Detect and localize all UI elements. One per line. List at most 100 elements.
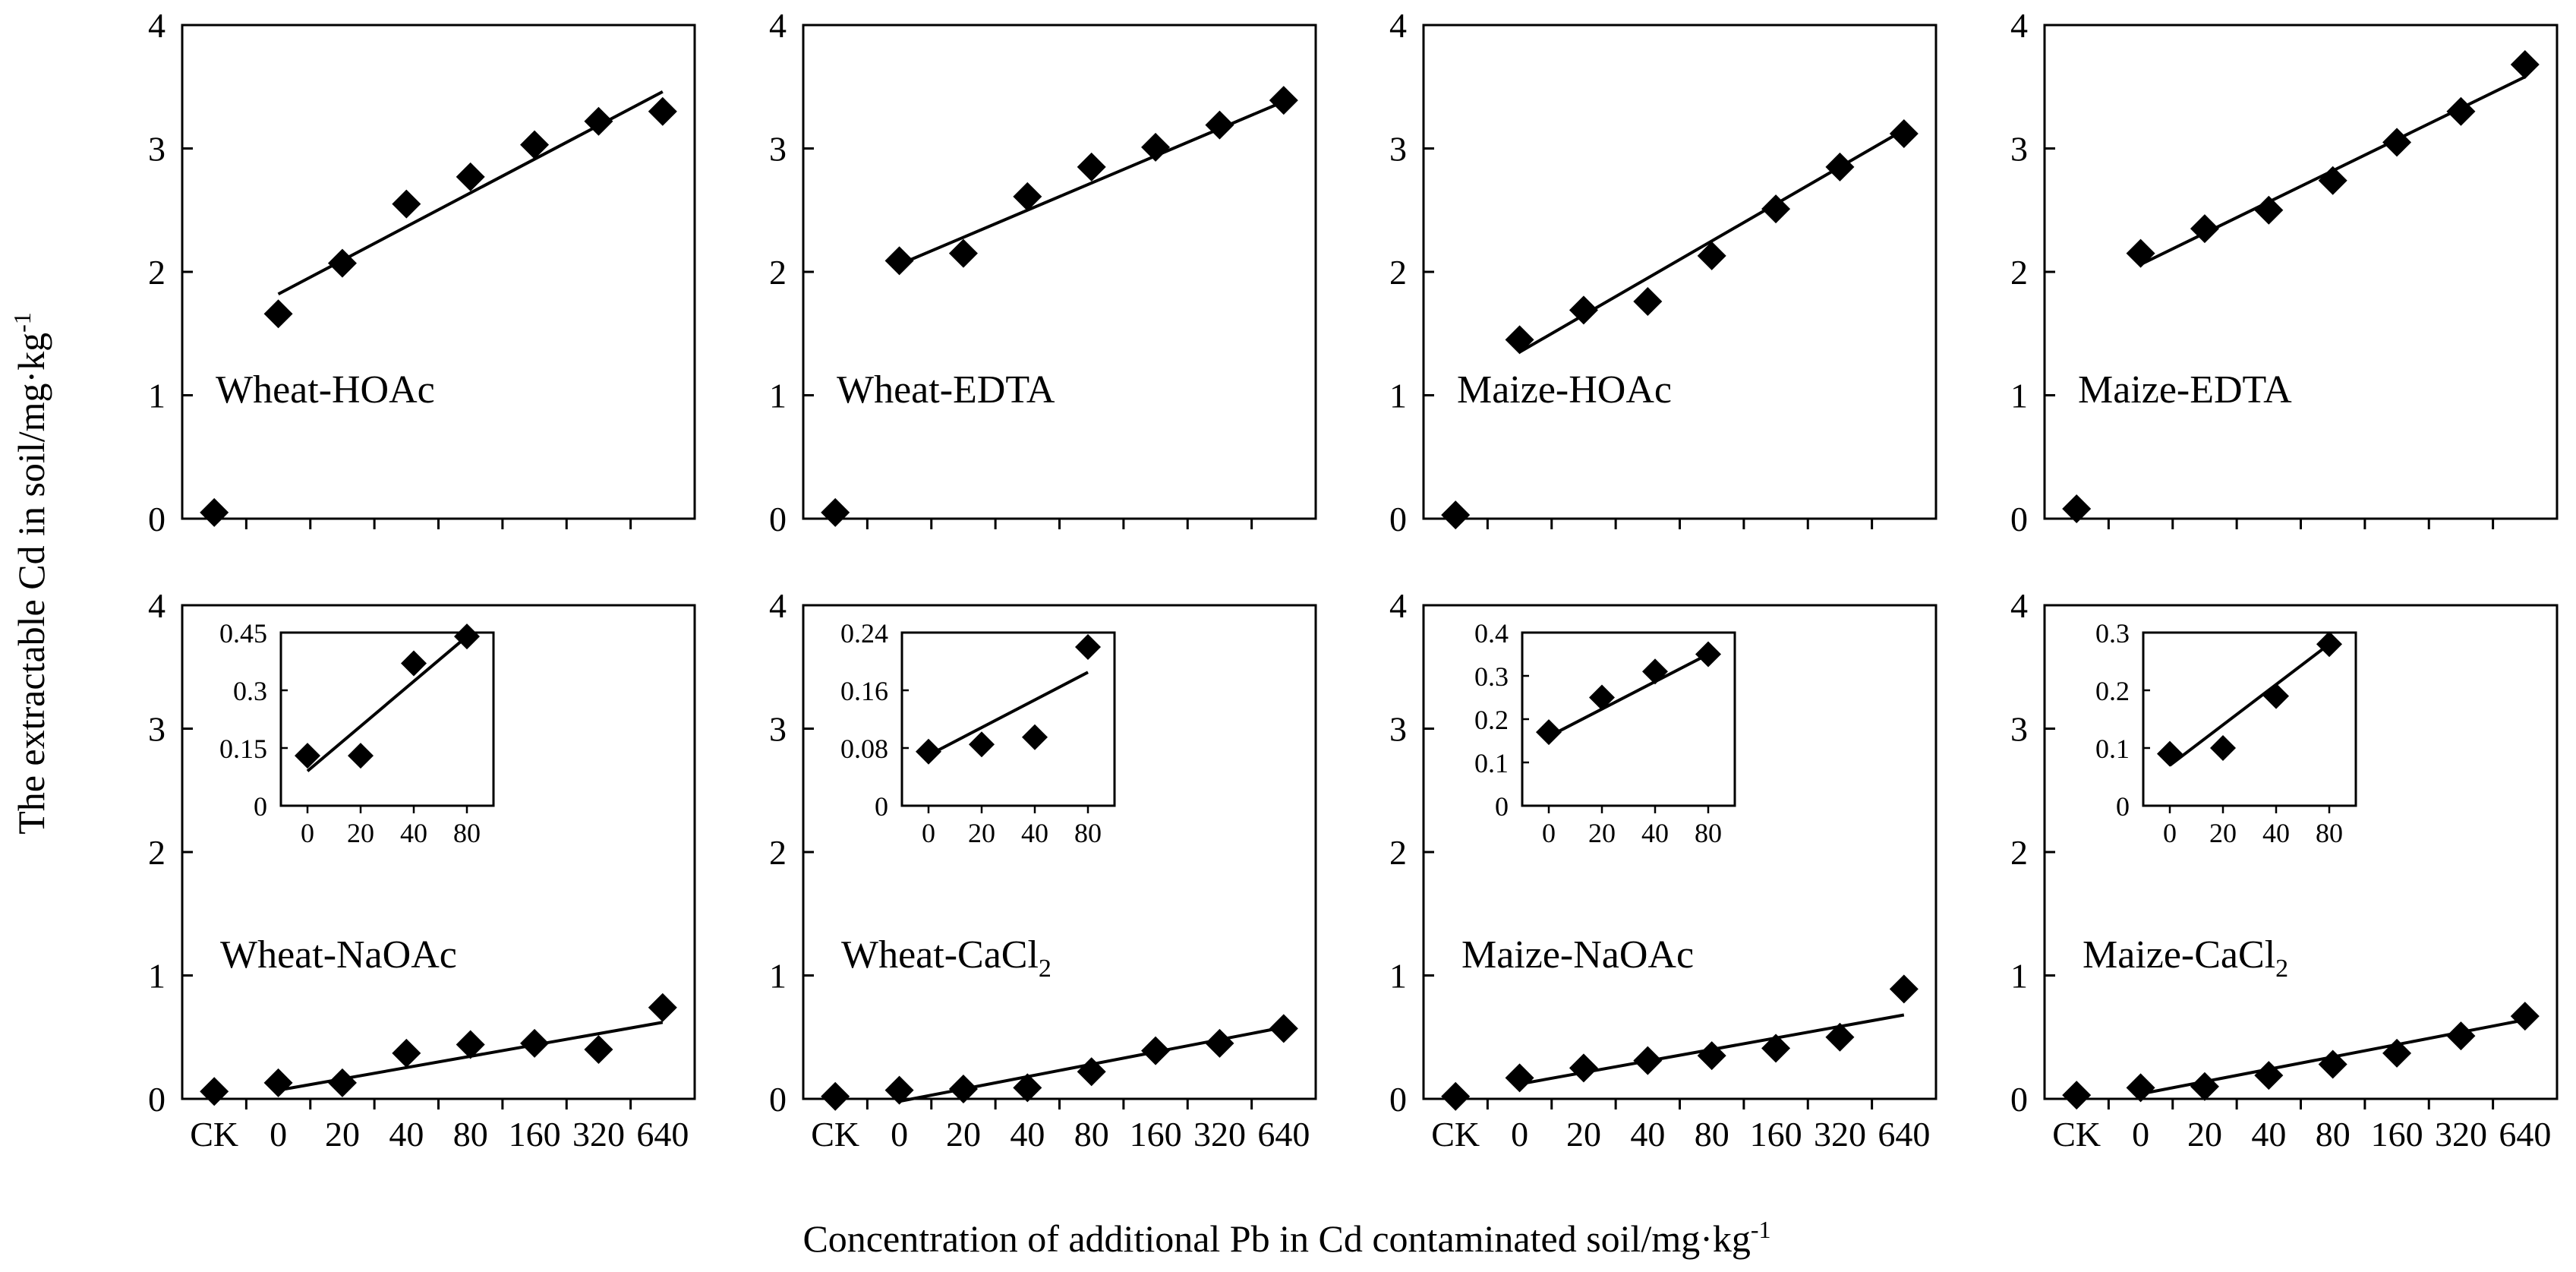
x-tick-label: 0 (891, 1115, 908, 1154)
y-tick-label: 0 (769, 500, 787, 538)
x-tick-label: 640 (636, 1115, 689, 1154)
data-point (456, 1030, 485, 1059)
x-tick-label: 80 (453, 1115, 488, 1154)
inset-x-tick-label: 40 (400, 818, 427, 848)
inset-trend-line (1548, 652, 1709, 738)
y-tick-label: 3 (2010, 710, 2028, 749)
y-tick-label: 4 (769, 586, 787, 625)
x-tick-label: 320 (1814, 1115, 1866, 1154)
y-axis-label: The extractable Cd in soil/mg·kg-1 (8, 312, 52, 835)
panel-title: Wheat-EDTA (837, 368, 1055, 412)
data-point (2446, 1021, 2476, 1051)
panel-title: Wheat-HOAc (216, 368, 435, 412)
inset-frame (279, 631, 495, 807)
data-point (2318, 1049, 2347, 1079)
panel-title: Maize-NaOAc (1461, 933, 1694, 977)
data-point (2382, 1038, 2412, 1068)
panel-7: 0 1 2 3 4 CK 0 20 40 80 160 320 640 Maize-NaOAc 0 0.1 0.… (1389, 586, 1938, 1154)
data-point (821, 1081, 850, 1111)
data-point (2190, 1072, 2219, 1101)
data-point (1633, 1046, 1663, 1075)
inset-x-tick-label: 40 (2262, 818, 2290, 848)
data-point (1269, 86, 1298, 115)
y-tick-label: 3 (148, 130, 166, 169)
y-tick-label: 0 (2010, 500, 2028, 538)
data-point (2382, 128, 2412, 157)
inset-trend-line (928, 671, 1089, 757)
data-point (1077, 152, 1106, 181)
data-point (520, 1028, 550, 1058)
inset-y-tick-label: 0.24 (840, 618, 888, 649)
data-point (1013, 181, 1042, 211)
y-tick-label: 0 (2010, 1080, 2028, 1119)
x-tick-label: 40 (2251, 1115, 2286, 1154)
x-tick-label: CK (1431, 1115, 1480, 1154)
inset-data-point (1022, 724, 1048, 750)
data-point (1569, 1053, 1598, 1083)
data-point (2190, 214, 2219, 244)
panel-3: 0 1 2 3 4 Maize-HOAc (1389, 6, 1938, 538)
data-point (327, 248, 357, 278)
data-point (2510, 50, 2540, 79)
y-tick-label: 4 (1389, 6, 1407, 45)
x-tick-label: 320 (1193, 1115, 1246, 1154)
data-point (884, 246, 914, 276)
panel-title: Maize-CaCl2 (2083, 933, 2288, 983)
plot-frame (181, 24, 696, 520)
inset-5: 0 0.15 0.3 0.45 0 20 40 80 (219, 618, 495, 848)
y-tick-label: 4 (2010, 586, 2028, 625)
x-tick-label: CK (2052, 1115, 2101, 1154)
y-tick-label: 3 (148, 710, 166, 749)
y-tick-label: 2 (148, 253, 166, 292)
data-point (1141, 132, 1171, 162)
inset-y-tick-label: 0 (254, 791, 267, 822)
data-point (1205, 1028, 1234, 1058)
data-point (2446, 96, 2476, 126)
inset-y-tick-label: 0 (1495, 791, 1509, 822)
data-point (263, 299, 293, 329)
inset-y-tick-label: 0 (2116, 791, 2130, 822)
inset-data-point (969, 731, 995, 758)
data-point (584, 1035, 613, 1064)
y-tick-label: 0 (1389, 1080, 1407, 1119)
plot-frame (802, 24, 1317, 520)
inset-x-tick-label: 0 (922, 818, 935, 848)
y-tick-label: 3 (769, 130, 787, 169)
x-tick-label: 320 (2435, 1115, 2487, 1154)
inset-x-tick-label: 80 (1695, 818, 1722, 848)
data-point (1441, 1081, 1471, 1111)
inset-x-tick-label: 0 (301, 818, 314, 848)
y-tick-label: 2 (1389, 833, 1407, 872)
inset-y-tick-label: 0.45 (219, 618, 267, 649)
x-axis-label: Concentration of additional Pb in Cd con… (802, 1216, 1770, 1260)
data-point (1761, 1034, 1791, 1063)
inset-x-tick-label: 40 (1641, 818, 1669, 848)
data-point (948, 1075, 978, 1103)
inset-data-point (295, 743, 320, 769)
data-point (1013, 1073, 1042, 1103)
data-point (456, 162, 485, 191)
panel-title: Wheat-CaCl2 (841, 933, 1052, 983)
x-tick-label: 160 (509, 1115, 561, 1154)
inset-x-tick-label: 0 (2163, 818, 2177, 848)
x-tick-label: 40 (389, 1115, 424, 1154)
x-tick-label: 320 (572, 1115, 625, 1154)
data-point (2510, 1002, 2540, 1031)
x-tick-label: 20 (325, 1115, 360, 1154)
inset-data-point (2210, 735, 2236, 761)
inset-trend-line (2168, 642, 2331, 767)
inset-6: 0 0.08 0.16 0.24 0 20 40 80 (840, 618, 1116, 848)
data-point (1141, 1036, 1171, 1065)
data-point (821, 497, 850, 527)
inset-data-point (916, 738, 941, 765)
y-tick-label: 1 (148, 377, 166, 415)
inset-x-tick-label: 20 (347, 818, 374, 848)
data-point (2254, 1061, 2284, 1091)
data-point (1889, 119, 1919, 148)
x-tick-label: 640 (1257, 1115, 1310, 1154)
y-tick-label: 4 (769, 6, 787, 45)
y-tick-label: 1 (2010, 957, 2028, 996)
panel-8: 0 1 2 3 4 CK 0 20 40 80 160 320 640 Maize-CaCl2 0 0.1 0.… (2010, 586, 2559, 1154)
y-tick-label: 3 (1389, 710, 1407, 749)
